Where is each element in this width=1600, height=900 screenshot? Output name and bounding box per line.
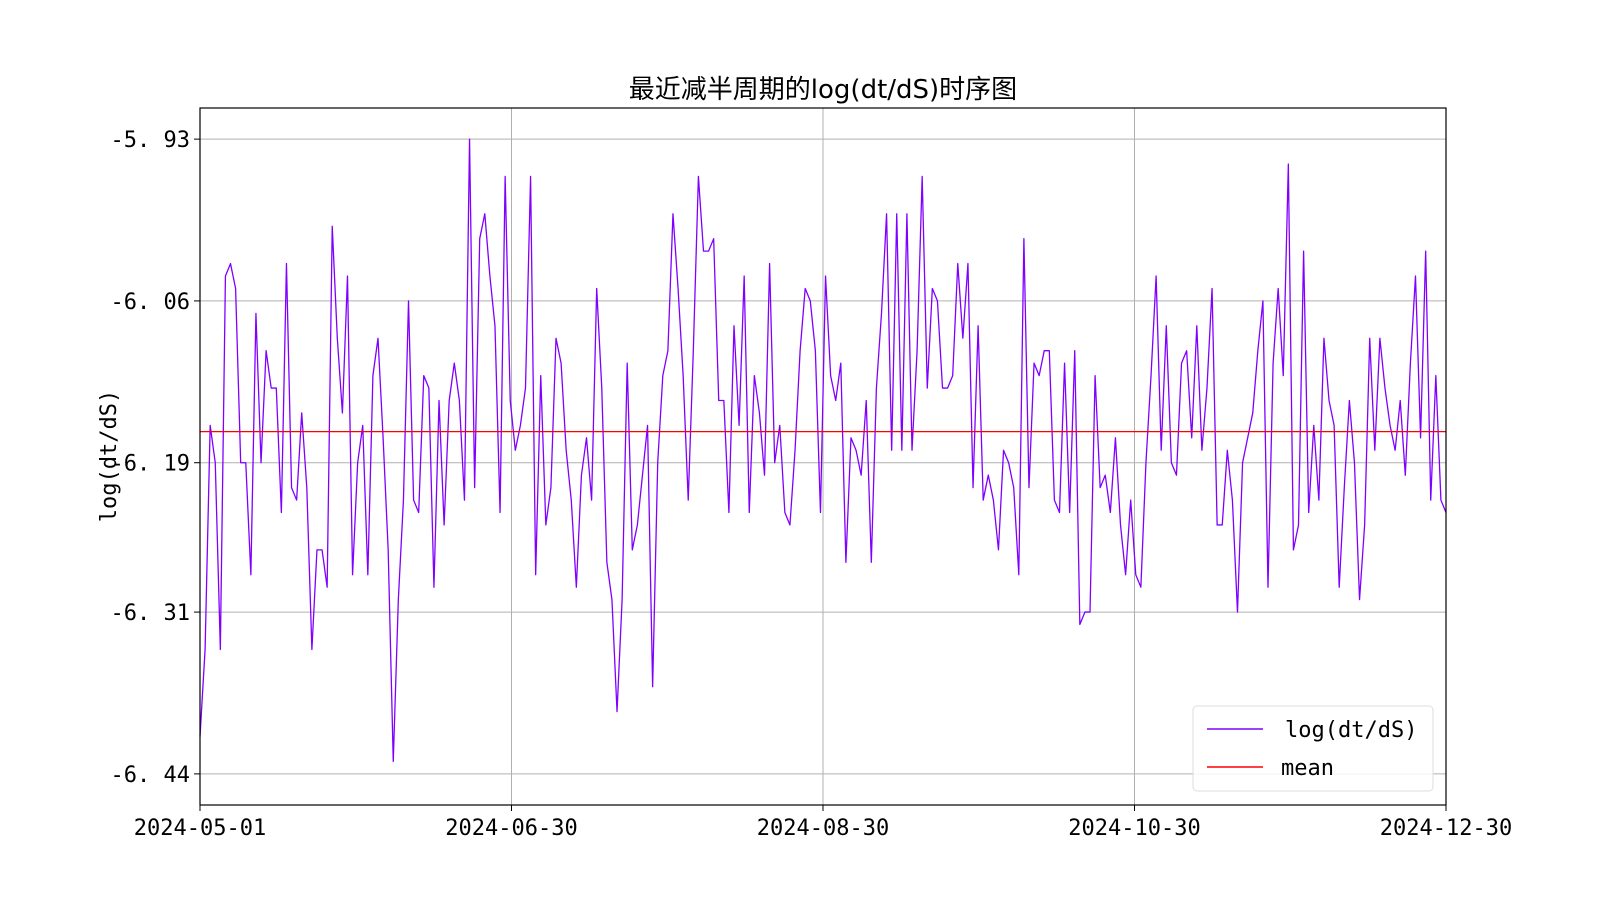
y-tick-label: -6. 44 [111, 763, 190, 788]
y-axis-label: log(dt/dS) [97, 390, 122, 522]
y-tick-label: -6. 31 [111, 601, 190, 626]
x-tick-label: 2024-08-30 [757, 816, 889, 841]
y-tick-label: -6. 19 [111, 452, 190, 477]
x-tick-label: 2024-12-30 [1380, 816, 1512, 841]
series-line-log-dt-ds [199, 138, 1447, 763]
legend-box [1192, 705, 1434, 792]
x-tick-label: 2024-06-30 [445, 816, 577, 841]
chart-title: 最近减半周期的log(dt/dS)时序图 [629, 75, 1017, 105]
x-tick-label: 2024-10-30 [1068, 816, 1200, 841]
y-tick-label: -6. 06 [111, 290, 190, 315]
x-axis: 2024-05-01 2024-06-30 2024-08-30 2024-10-30… [134, 805, 1512, 841]
series-layer [199, 138, 1447, 763]
legend-label-series: log(dt/dS) [1285, 718, 1417, 743]
x-tick-label: 2024-05-01 [134, 816, 266, 841]
y-tick-label: -5. 93 [111, 128, 190, 153]
legend: log(dt/dS) mean [1192, 705, 1434, 792]
legend-label-mean: mean [1281, 756, 1334, 781]
y-axis: -5. 93 -6. 06 -6. 19 -6. 31 -6. 44 [111, 128, 200, 788]
